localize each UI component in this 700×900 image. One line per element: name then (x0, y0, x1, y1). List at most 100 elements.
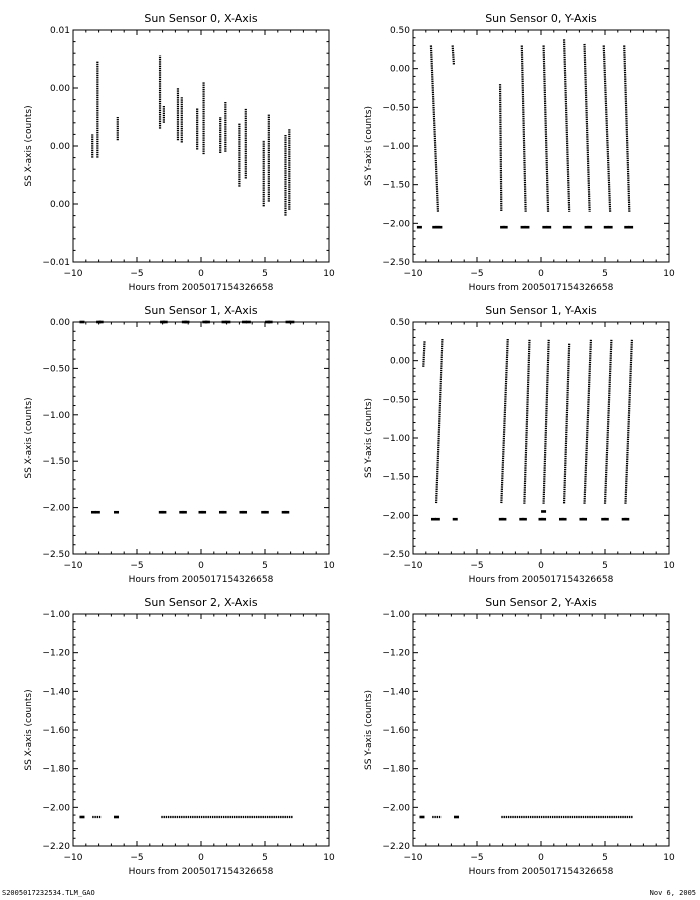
data-point (96, 320, 102, 324)
chart-panel-3: Sun Sensor 1, Y-Axis −10 −5 0 5 10 −2.50 −2.00 −… (364, 304, 675, 585)
y-tick-label: −0.50 (382, 103, 410, 113)
footer-date: Nov 6, 2005 (649, 889, 696, 897)
data-point (541, 510, 547, 513)
data-point (218, 510, 224, 514)
y-axis-label: SS Y-axis (counts) (364, 690, 374, 770)
data-point (434, 225, 440, 229)
x-axis-label: Hours from 2005017154326658 (129, 283, 274, 293)
data-point (603, 225, 609, 229)
data-point (546, 225, 552, 229)
data-streak (562, 39, 571, 212)
y-tick-label: −2.00 (42, 803, 70, 813)
data-point (624, 225, 630, 229)
data-point (601, 517, 607, 521)
x-tick-label: −5 (130, 269, 143, 279)
x-tick-label: 0 (198, 561, 204, 571)
x-axis-label: Hours from 2005017154326658 (129, 575, 274, 585)
data-point (519, 517, 525, 521)
data-point (267, 320, 273, 324)
data-point (434, 517, 440, 521)
data-point (584, 225, 590, 229)
y-tick-label: 0.00 (390, 357, 410, 367)
data-point (538, 517, 544, 521)
y-axis-label: SS X-axis (counts) (24, 105, 34, 186)
data-point (242, 320, 248, 324)
data-point (204, 320, 210, 324)
y-tick-label: −1.40 (382, 687, 410, 697)
x-tick-label: 10 (663, 269, 675, 279)
data-point (79, 815, 85, 819)
data-point (221, 320, 227, 324)
x-tick-label: 0 (198, 269, 204, 279)
data-point (158, 510, 164, 514)
footer-filename: S2005017232534.TLM_GAO (2, 889, 95, 897)
y-tick-label: −2.00 (382, 803, 410, 813)
data-point (181, 320, 187, 324)
data-point (561, 517, 567, 521)
data-point (162, 320, 168, 324)
x-tick-label: 5 (602, 269, 608, 279)
data-point (94, 510, 100, 514)
plot-frame (412, 613, 670, 847)
data-point (245, 320, 251, 324)
data-point (452, 517, 458, 521)
data-streak (498, 84, 503, 212)
chart-title: Sun Sensor 2, Y-Axis (485, 596, 597, 609)
data-streak (451, 45, 456, 65)
y-tick-label: −1.50 (382, 473, 410, 483)
x-tick-label: −10 (64, 561, 83, 571)
data-point (289, 320, 295, 324)
data-point (98, 320, 104, 324)
chart-panel-0: Sun Sensor 0, X-Axis −10 −5 0 5 10 −0.01 0.00 0.… (24, 12, 335, 293)
x-tick-label: 10 (323, 561, 335, 571)
y-tick-label: −2.50 (382, 258, 410, 268)
x-tick-label: −5 (470, 853, 483, 863)
x-tick-label: 10 (323, 269, 335, 279)
x-tick-label: −5 (470, 269, 483, 279)
y-tick-label: −1.20 (42, 649, 70, 659)
y-tick-label: −2.20 (382, 842, 410, 852)
y-tick-label: −2.00 (382, 511, 410, 521)
y-tick-label: −2.00 (382, 219, 410, 229)
chart-panel-5: Sun Sensor 2, Y-Axis −10 −5 0 5 10 −2.20 −2.00 −… (364, 596, 675, 877)
chart-title: Sun Sensor 0, X-Axis (144, 12, 257, 25)
chart-panel-4: Sun Sensor 2, X-Axis −10 −5 0 5 10 −2.20 −2.00 −… (24, 596, 335, 877)
data-point (202, 320, 208, 324)
x-tick-label: 10 (663, 853, 675, 863)
data-point (566, 225, 572, 229)
data-point (221, 510, 227, 514)
data-point (198, 510, 204, 514)
data-point (524, 225, 530, 229)
y-tick-label: −1.50 (382, 181, 410, 191)
data-point (160, 320, 166, 324)
data-point (225, 320, 231, 324)
data-streak (542, 45, 550, 212)
data-streak (623, 45, 631, 212)
data-streak (602, 45, 612, 212)
data-streak (422, 341, 426, 367)
y-tick-label: 0.50 (390, 318, 410, 328)
y-tick-label: −1.40 (42, 687, 70, 697)
data-point (161, 510, 167, 514)
y-tick-label: −1.80 (382, 765, 410, 775)
data-point (542, 225, 548, 229)
data-point (624, 517, 630, 521)
y-tick-label: 0.00 (50, 318, 70, 328)
x-axis-label: Hours from 2005017154326658 (129, 867, 274, 877)
data-streak (520, 45, 527, 212)
data-point (179, 510, 185, 514)
data-point (114, 815, 120, 819)
y-tick-label: 0.00 (390, 65, 410, 75)
data-streak (603, 339, 613, 504)
y-tick-label: −0.50 (382, 395, 410, 405)
x-tick-label: −10 (404, 561, 423, 571)
y-tick-label: −2.20 (42, 842, 70, 852)
data-point (79, 320, 85, 324)
y-tick-label: 0.01 (50, 26, 70, 36)
y-tick-label: −1.20 (382, 649, 410, 659)
data-point (587, 225, 593, 229)
data-point (520, 225, 526, 229)
chart-title: Sun Sensor 0, Y-Axis (485, 12, 597, 25)
chart-panel-1: Sun Sensor 0, Y-Axis −10 −5 0 5 10 −2.50 −2.00 −… (364, 12, 675, 293)
data-point (437, 225, 443, 229)
